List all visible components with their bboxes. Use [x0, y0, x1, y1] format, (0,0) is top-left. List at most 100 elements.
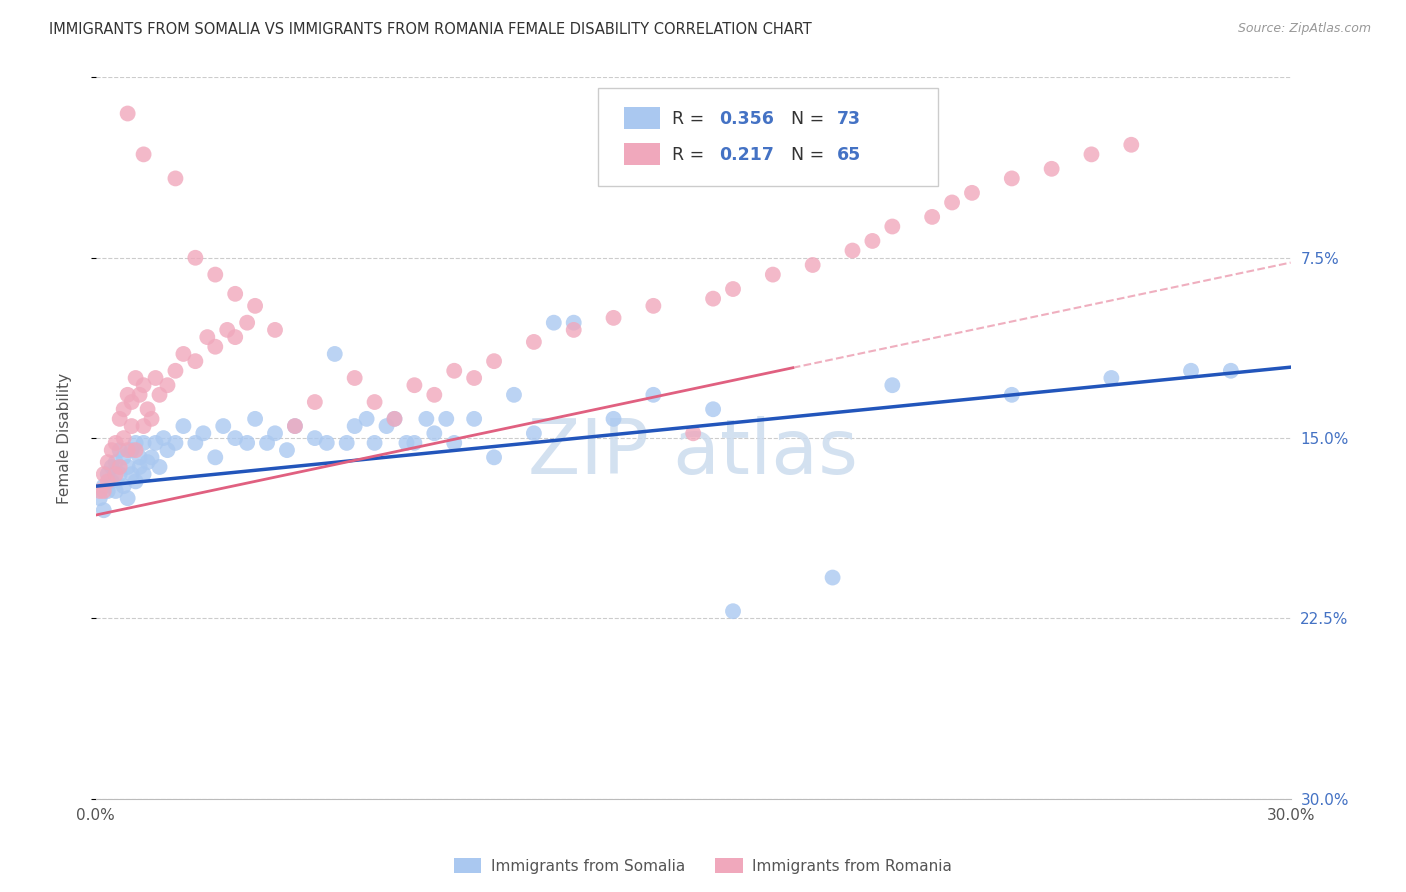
Point	[224, 330, 246, 344]
Point	[89, 483, 111, 498]
Point	[145, 371, 167, 385]
Point	[165, 171, 187, 186]
Point	[184, 354, 207, 368]
FancyBboxPatch shape	[624, 143, 659, 165]
Point	[117, 388, 139, 402]
Point	[124, 371, 146, 385]
Point	[423, 426, 446, 441]
Point	[117, 106, 139, 120]
Point	[132, 378, 155, 392]
Point	[100, 443, 122, 458]
Point	[243, 299, 266, 313]
Point	[93, 479, 115, 493]
Point	[1080, 147, 1102, 161]
Point	[195, 330, 218, 344]
Text: 0.217: 0.217	[720, 145, 775, 163]
Point	[193, 426, 215, 441]
Point	[960, 186, 983, 200]
Point	[128, 388, 150, 402]
Point	[284, 419, 307, 434]
Point	[264, 426, 287, 441]
Point	[721, 282, 744, 296]
Point	[124, 475, 146, 489]
FancyBboxPatch shape	[598, 88, 938, 186]
Point	[882, 219, 904, 234]
Point	[141, 450, 163, 465]
Text: R =: R =	[672, 110, 710, 128]
Point	[204, 340, 226, 354]
Point	[356, 412, 378, 426]
Point	[463, 371, 485, 385]
Text: N =: N =	[792, 145, 830, 163]
Point	[124, 443, 146, 458]
Text: ZIP atlas: ZIP atlas	[529, 416, 858, 490]
Point	[117, 459, 139, 474]
Point	[415, 412, 437, 426]
Point	[323, 347, 346, 361]
Point	[336, 436, 359, 450]
Point	[184, 251, 207, 265]
Point	[543, 316, 565, 330]
Point	[108, 412, 131, 426]
Point	[204, 268, 226, 282]
Point	[363, 395, 385, 409]
Point	[117, 491, 139, 506]
Point	[463, 412, 485, 426]
Point	[172, 419, 194, 434]
Point	[117, 443, 139, 458]
Point	[343, 371, 366, 385]
Point	[304, 431, 326, 445]
Point	[121, 419, 143, 434]
Text: N =: N =	[792, 110, 830, 128]
Point	[343, 419, 366, 434]
Point	[315, 436, 337, 450]
Point	[643, 299, 665, 313]
Point	[121, 443, 143, 458]
Point	[97, 483, 120, 498]
Point	[156, 443, 179, 458]
Point	[152, 431, 174, 445]
Point	[423, 388, 446, 402]
Point	[941, 195, 963, 210]
Point	[100, 459, 122, 474]
Point	[264, 323, 287, 337]
Point	[93, 467, 115, 482]
Point	[112, 402, 135, 417]
Point	[801, 258, 824, 272]
Point	[1001, 388, 1024, 402]
Text: Source: ZipAtlas.com: Source: ZipAtlas.com	[1237, 22, 1371, 36]
Point	[304, 395, 326, 409]
Point	[212, 419, 235, 434]
Point	[1121, 137, 1143, 152]
Point	[148, 388, 170, 402]
Point	[882, 378, 904, 392]
Point	[104, 483, 127, 498]
Point	[156, 378, 179, 392]
Point	[165, 364, 187, 378]
Point	[702, 292, 724, 306]
Point	[97, 475, 120, 489]
Point	[562, 323, 585, 337]
Point	[93, 483, 115, 498]
Text: 0.356: 0.356	[720, 110, 775, 128]
Point	[921, 210, 943, 224]
Point	[1040, 161, 1063, 176]
Point	[108, 459, 131, 474]
Point	[89, 491, 111, 506]
Point	[104, 436, 127, 450]
Point	[184, 436, 207, 450]
Point	[602, 412, 624, 426]
Point	[136, 455, 159, 469]
Point	[243, 412, 266, 426]
Point	[145, 436, 167, 450]
Point	[821, 570, 844, 584]
Point	[384, 412, 406, 426]
Point	[395, 436, 418, 450]
Point	[112, 450, 135, 465]
Point	[702, 402, 724, 417]
Point	[165, 436, 187, 450]
Point	[132, 436, 155, 450]
Point	[236, 316, 259, 330]
Point	[1099, 371, 1122, 385]
Point	[112, 431, 135, 445]
